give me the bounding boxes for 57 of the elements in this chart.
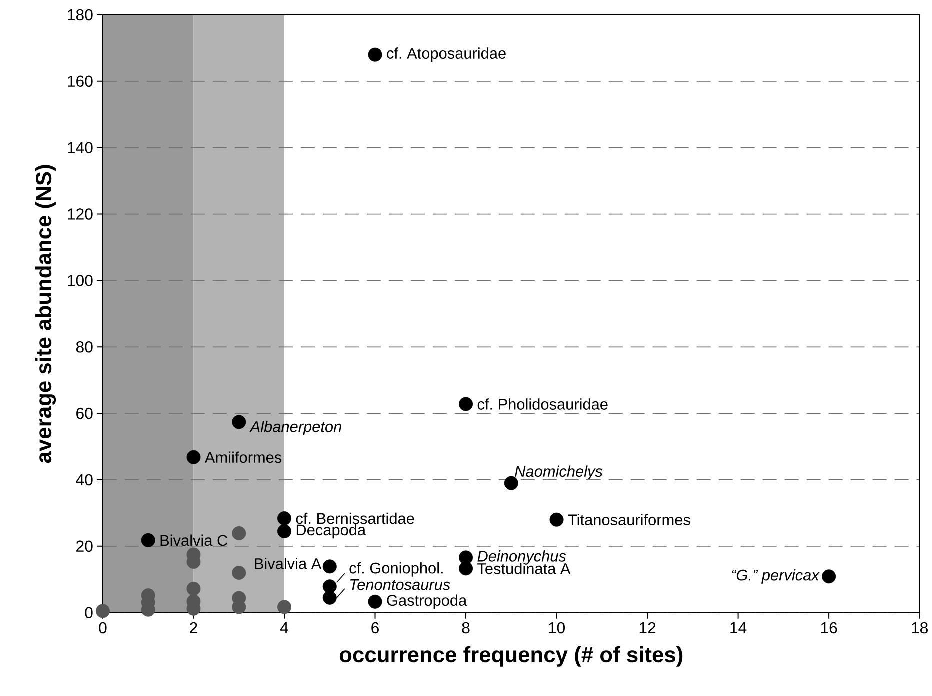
point	[232, 566, 246, 580]
point	[186, 582, 201, 596]
x-tick-label: 0	[99, 622, 107, 634]
point	[822, 570, 836, 584]
point	[232, 526, 246, 541]
annotation: Albanerpeton	[250, 421, 342, 436]
point	[459, 397, 474, 412]
point	[278, 600, 292, 614]
point	[186, 450, 201, 464]
point	[322, 590, 337, 605]
point	[96, 604, 110, 618]
annotation: cf. Bernissartidae	[296, 512, 414, 524]
annotation: Decapoda	[296, 524, 366, 539]
y-tick-label: 40	[76, 474, 93, 486]
annotation: Tenontosaurus	[350, 580, 450, 590]
annotation: Titanosauriformes	[568, 514, 690, 526]
y-tick-label: 80	[76, 342, 93, 353]
y-tick-label: 140	[68, 142, 93, 154]
x-tick-label: 12	[640, 622, 656, 634]
x-tick-label: 2	[190, 622, 198, 634]
annotation: Bivalvia C	[160, 534, 228, 546]
point	[278, 524, 292, 539]
annotation: Gastropoda	[387, 594, 468, 610]
y-tick-label: 180	[68, 9, 93, 21]
y-tick-label: 120	[68, 208, 93, 220]
x-tick-label: 14	[730, 622, 747, 634]
annotation: cf. Atoposauridae	[387, 48, 506, 62]
x-tick-label: 16	[821, 622, 838, 634]
point	[322, 560, 337, 574]
annotation: Deinonychus	[478, 550, 566, 565]
y-tick-label: 60	[76, 408, 93, 420]
y-tick-label: 160	[68, 76, 93, 88]
x-tick-label: 10	[549, 622, 566, 634]
annotation: cf. Pholidosauridae	[478, 398, 608, 410]
point	[368, 594, 382, 609]
annotation: Bivalvia A	[255, 558, 322, 570]
point	[278, 512, 292, 526]
y-tick-label: 0	[85, 607, 93, 619]
annotation: Naomichelys	[515, 466, 603, 480]
point	[368, 48, 382, 62]
y-axis-title: average site abundance (NS)	[36, 165, 56, 464]
point	[550, 512, 564, 527]
annotation: Testudinata A	[478, 563, 571, 574]
y-tick-label: 20	[76, 540, 93, 552]
x-tick-label: 6	[372, 622, 379, 634]
point	[459, 562, 474, 576]
point	[232, 415, 246, 430]
x-tick-label: 18	[912, 622, 928, 634]
x-tick-label: 4	[280, 622, 288, 634]
point	[322, 580, 337, 594]
annotation: cf. Goniophol.	[350, 562, 443, 577]
point	[141, 534, 156, 548]
annotation: Amiiformes	[204, 452, 282, 464]
x-axis-title: occurrence frequency (# of sites)	[340, 646, 683, 667]
x-tick-label: 8	[462, 622, 470, 634]
annotation: “G.” pervicax	[732, 570, 820, 584]
y-tick-label: 100	[68, 275, 93, 286]
